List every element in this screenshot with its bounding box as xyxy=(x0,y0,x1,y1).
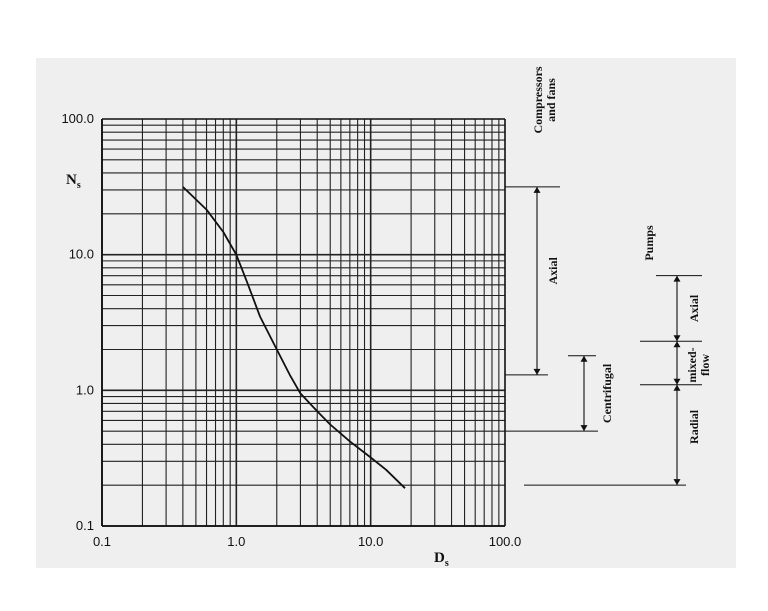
arrowhead xyxy=(673,275,681,282)
y-tick-label: 0.1 xyxy=(76,518,94,533)
arrowhead xyxy=(533,368,541,375)
chart: 0.1 1.0 10.0 100.0 0.1 1.0 10.0 100.0 Ds Ns Comp… xyxy=(61,66,712,568)
arrowhead xyxy=(580,425,588,432)
y-tick-label: 10.0 xyxy=(69,247,94,262)
grid xyxy=(101,119,505,527)
pump-radial-label-line: Radial xyxy=(687,409,701,444)
compressors-title: Compressorsand fans xyxy=(531,66,558,133)
pumps-title-line: Pumps xyxy=(642,225,656,261)
scanned-figure: 0.1 1.0 10.0 100.0 0.1 1.0 10.0 100.0 Ds Ns Comp… xyxy=(36,58,736,568)
x-axis-label-subscript: s xyxy=(445,558,449,568)
x-tick-label: 100.0 xyxy=(489,534,522,549)
x-axis-label: Ds xyxy=(434,550,449,568)
arrowhead xyxy=(673,384,681,391)
compressor-axial-label-line: Axial xyxy=(546,257,560,285)
compressors-title-line: Compressors xyxy=(531,66,545,133)
arrowhead xyxy=(673,341,681,348)
axis-labels: Ds Ns xyxy=(66,172,449,568)
pump-radial-label: Radial xyxy=(687,409,701,444)
pump-mixed-flow-label: mixed-flow xyxy=(685,347,712,382)
pump-mixed-flow-label-line: mixed- xyxy=(685,347,699,382)
x-tick-label: 10.0 xyxy=(358,534,383,549)
pump-mixed-flow-label-line: flow xyxy=(698,354,712,376)
series-line xyxy=(182,186,406,489)
compressor-axial-label: Axial xyxy=(546,257,560,285)
data-series xyxy=(182,186,406,489)
arrowhead xyxy=(673,479,681,486)
y-tick-label: 1.0 xyxy=(76,382,94,397)
arrowhead xyxy=(580,355,588,362)
y-tick-label: 100.0 xyxy=(61,111,94,126)
compressor-centrifugal-label-line: Centrifugal xyxy=(600,363,614,423)
range-annotations: Compressorsand fans Axial Centrifugal Pumps… xyxy=(505,66,712,486)
x-tick-label: 0.1 xyxy=(93,534,111,549)
pumps-title: Pumps xyxy=(642,225,656,261)
compressors-title-line: and fans xyxy=(544,78,558,122)
axes xyxy=(101,118,506,527)
compressor-centrifugal-label: Centrifugal xyxy=(600,363,614,423)
pump-axial-label-line: Axial xyxy=(687,294,701,322)
arrowhead xyxy=(673,378,681,385)
y-axis-label: Ns xyxy=(66,172,81,191)
tick-labels: 0.1 1.0 10.0 100.0 0.1 1.0 10.0 100.0 xyxy=(61,111,521,549)
y-axis-label-subscript: s xyxy=(77,180,81,191)
x-tick-label: 1.0 xyxy=(227,534,245,549)
arrowhead xyxy=(533,186,541,193)
arrowhead xyxy=(673,335,681,342)
pump-axial-label: Axial xyxy=(687,294,701,322)
